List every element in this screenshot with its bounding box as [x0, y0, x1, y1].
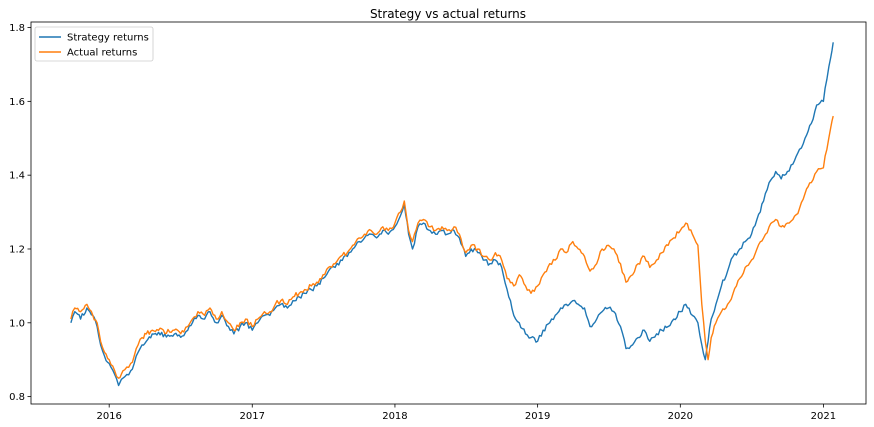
chart-title: Strategy vs actual returns	[370, 7, 526, 21]
y-tick-label: 1.0	[9, 318, 25, 329]
legend: Strategy returns Actual returns	[34, 26, 154, 62]
y-tick-label: 0.8	[9, 392, 25, 403]
legend-box	[34, 26, 154, 62]
y-tick-label: 1.2	[9, 244, 25, 255]
legend-label: Strategy returns	[67, 33, 149, 44]
y-tick-label: 1.8	[9, 23, 25, 34]
y-tick-label: 1.4	[9, 171, 25, 182]
x-tick-label: 2021	[811, 411, 836, 422]
x-tick-label: 2016	[96, 411, 121, 422]
x-tick-label: 2017	[240, 411, 265, 422]
axes-layer: 2016 2017 2018 2019 2020 2021 0.8 1.0 1.2 1.4 1.6 1…	[9, 21, 867, 422]
x-tick-label: 2019	[525, 411, 550, 422]
y-tick-label: 1.6	[9, 97, 25, 108]
plot-frame	[30, 21, 867, 405]
series-line-strategy-returns	[70, 42, 834, 387]
x-tick-label: 2018	[382, 411, 407, 422]
x-tick-label: 2020	[668, 411, 693, 422]
series-layer	[70, 42, 834, 387]
series-line-actual-returns	[70, 115, 834, 379]
legend-label: Actual returns	[67, 48, 137, 59]
